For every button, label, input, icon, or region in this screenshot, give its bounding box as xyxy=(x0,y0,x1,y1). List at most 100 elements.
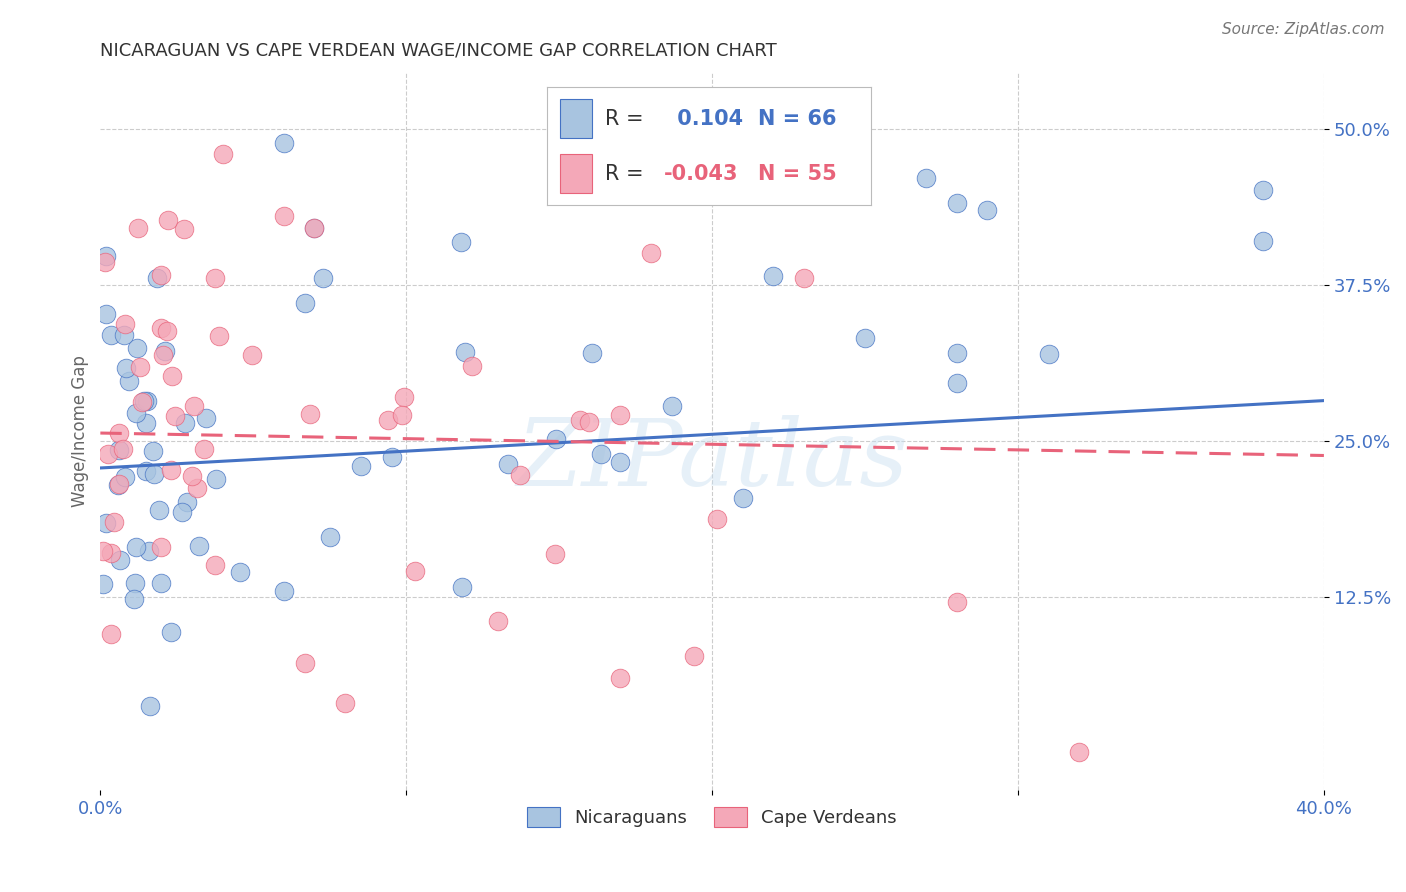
Point xyxy=(273,136,295,151)
Point xyxy=(350,458,373,473)
Point xyxy=(318,530,340,544)
Point xyxy=(96,307,118,321)
Point xyxy=(1251,234,1274,248)
Point xyxy=(640,121,662,136)
Point xyxy=(97,447,120,461)
Point xyxy=(762,268,785,283)
Point xyxy=(496,457,519,471)
Point xyxy=(381,450,404,464)
Point xyxy=(391,408,413,422)
Point xyxy=(193,442,215,456)
Point xyxy=(155,344,177,359)
Point xyxy=(152,348,174,362)
Point xyxy=(304,221,326,235)
Point xyxy=(94,249,117,263)
Point xyxy=(127,221,149,235)
Point xyxy=(162,368,184,383)
Point xyxy=(793,271,815,285)
Point xyxy=(569,413,592,427)
Point xyxy=(146,270,169,285)
Point xyxy=(204,558,226,573)
Point xyxy=(304,221,326,235)
Point xyxy=(148,503,170,517)
Point xyxy=(946,595,969,609)
Point xyxy=(544,548,567,562)
Point xyxy=(581,345,603,359)
Point xyxy=(273,209,295,223)
Point xyxy=(173,222,195,236)
Point xyxy=(591,447,613,461)
Point xyxy=(273,584,295,599)
Point xyxy=(661,399,683,413)
Point xyxy=(187,539,209,553)
Point xyxy=(135,416,157,430)
Point xyxy=(228,565,250,579)
Point xyxy=(118,374,141,388)
Point xyxy=(149,540,172,554)
Point xyxy=(142,467,165,481)
Point xyxy=(946,376,969,391)
Point xyxy=(294,657,316,671)
Point xyxy=(129,359,152,374)
Point xyxy=(1038,347,1060,361)
Point xyxy=(172,505,194,519)
Point xyxy=(509,467,531,482)
Point xyxy=(186,481,208,495)
Point xyxy=(915,171,938,186)
Legend: Nicaraguans, Cape Verdeans: Nicaraguans, Cape Verdeans xyxy=(520,799,904,835)
Point xyxy=(114,317,136,331)
Point xyxy=(112,328,135,343)
Point xyxy=(333,696,356,710)
Point xyxy=(138,544,160,558)
Point xyxy=(946,196,969,211)
Text: NICARAGUAN VS CAPE VERDEAN WAGE/INCOME GAP CORRELATION CHART: NICARAGUAN VS CAPE VERDEAN WAGE/INCOME G… xyxy=(100,42,778,60)
Point xyxy=(150,268,173,282)
Text: ZIPatlas: ZIPatlas xyxy=(516,415,908,505)
Point xyxy=(150,575,173,590)
Point xyxy=(294,296,316,310)
Point xyxy=(609,455,631,469)
Point xyxy=(204,270,226,285)
Point xyxy=(136,394,159,409)
Point xyxy=(211,146,233,161)
Point xyxy=(853,331,876,345)
Point xyxy=(706,512,728,526)
Point xyxy=(205,471,228,485)
Point xyxy=(176,495,198,509)
Point xyxy=(93,576,115,591)
Point xyxy=(135,464,157,478)
Point xyxy=(195,410,218,425)
Point xyxy=(1251,183,1274,197)
Point xyxy=(125,406,148,420)
Point xyxy=(544,432,567,446)
Point xyxy=(107,477,129,491)
Point xyxy=(174,416,197,430)
Point xyxy=(150,321,173,335)
Point xyxy=(125,342,148,356)
Point xyxy=(578,415,600,429)
Point xyxy=(131,395,153,409)
Point xyxy=(207,329,229,343)
Point xyxy=(609,408,631,422)
Point xyxy=(110,553,132,567)
Point xyxy=(100,328,122,343)
Point xyxy=(298,407,321,421)
Point xyxy=(165,409,187,423)
Point xyxy=(103,515,125,529)
Point xyxy=(122,592,145,607)
Point xyxy=(108,476,131,491)
Point xyxy=(124,576,146,591)
Point xyxy=(312,271,335,285)
Point xyxy=(134,393,156,408)
Point xyxy=(454,345,477,359)
Y-axis label: Wage/Income Gap: Wage/Income Gap xyxy=(72,355,89,508)
Point xyxy=(108,426,131,441)
Point xyxy=(125,540,148,554)
Point xyxy=(450,580,472,594)
Point xyxy=(731,491,754,506)
Point xyxy=(682,648,704,663)
Point xyxy=(142,443,165,458)
Point xyxy=(461,359,484,373)
Point xyxy=(450,235,472,249)
Point xyxy=(94,516,117,531)
